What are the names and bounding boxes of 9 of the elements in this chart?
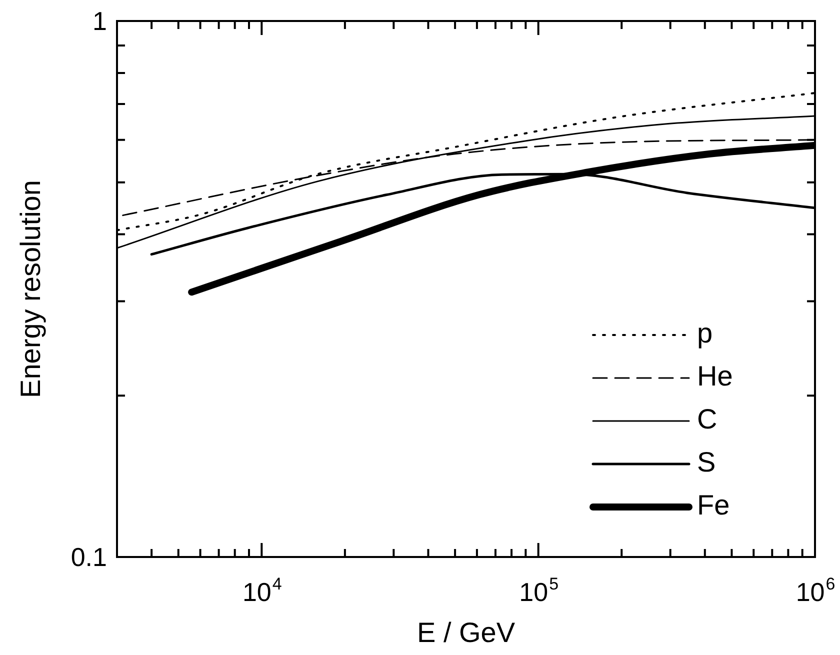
legend-label: Fe [697,490,730,521]
y-tick-label: 0.1 [70,542,107,572]
legend-label: C [697,404,718,435]
y-axis-title: Energy resolution [15,180,46,398]
y-tick-label: 1 [92,6,107,36]
legend-label: p [697,318,713,349]
legend-label: He [697,360,733,392]
x-axis-title: E / GeV [416,617,516,648]
legend-label: S [697,446,716,478]
